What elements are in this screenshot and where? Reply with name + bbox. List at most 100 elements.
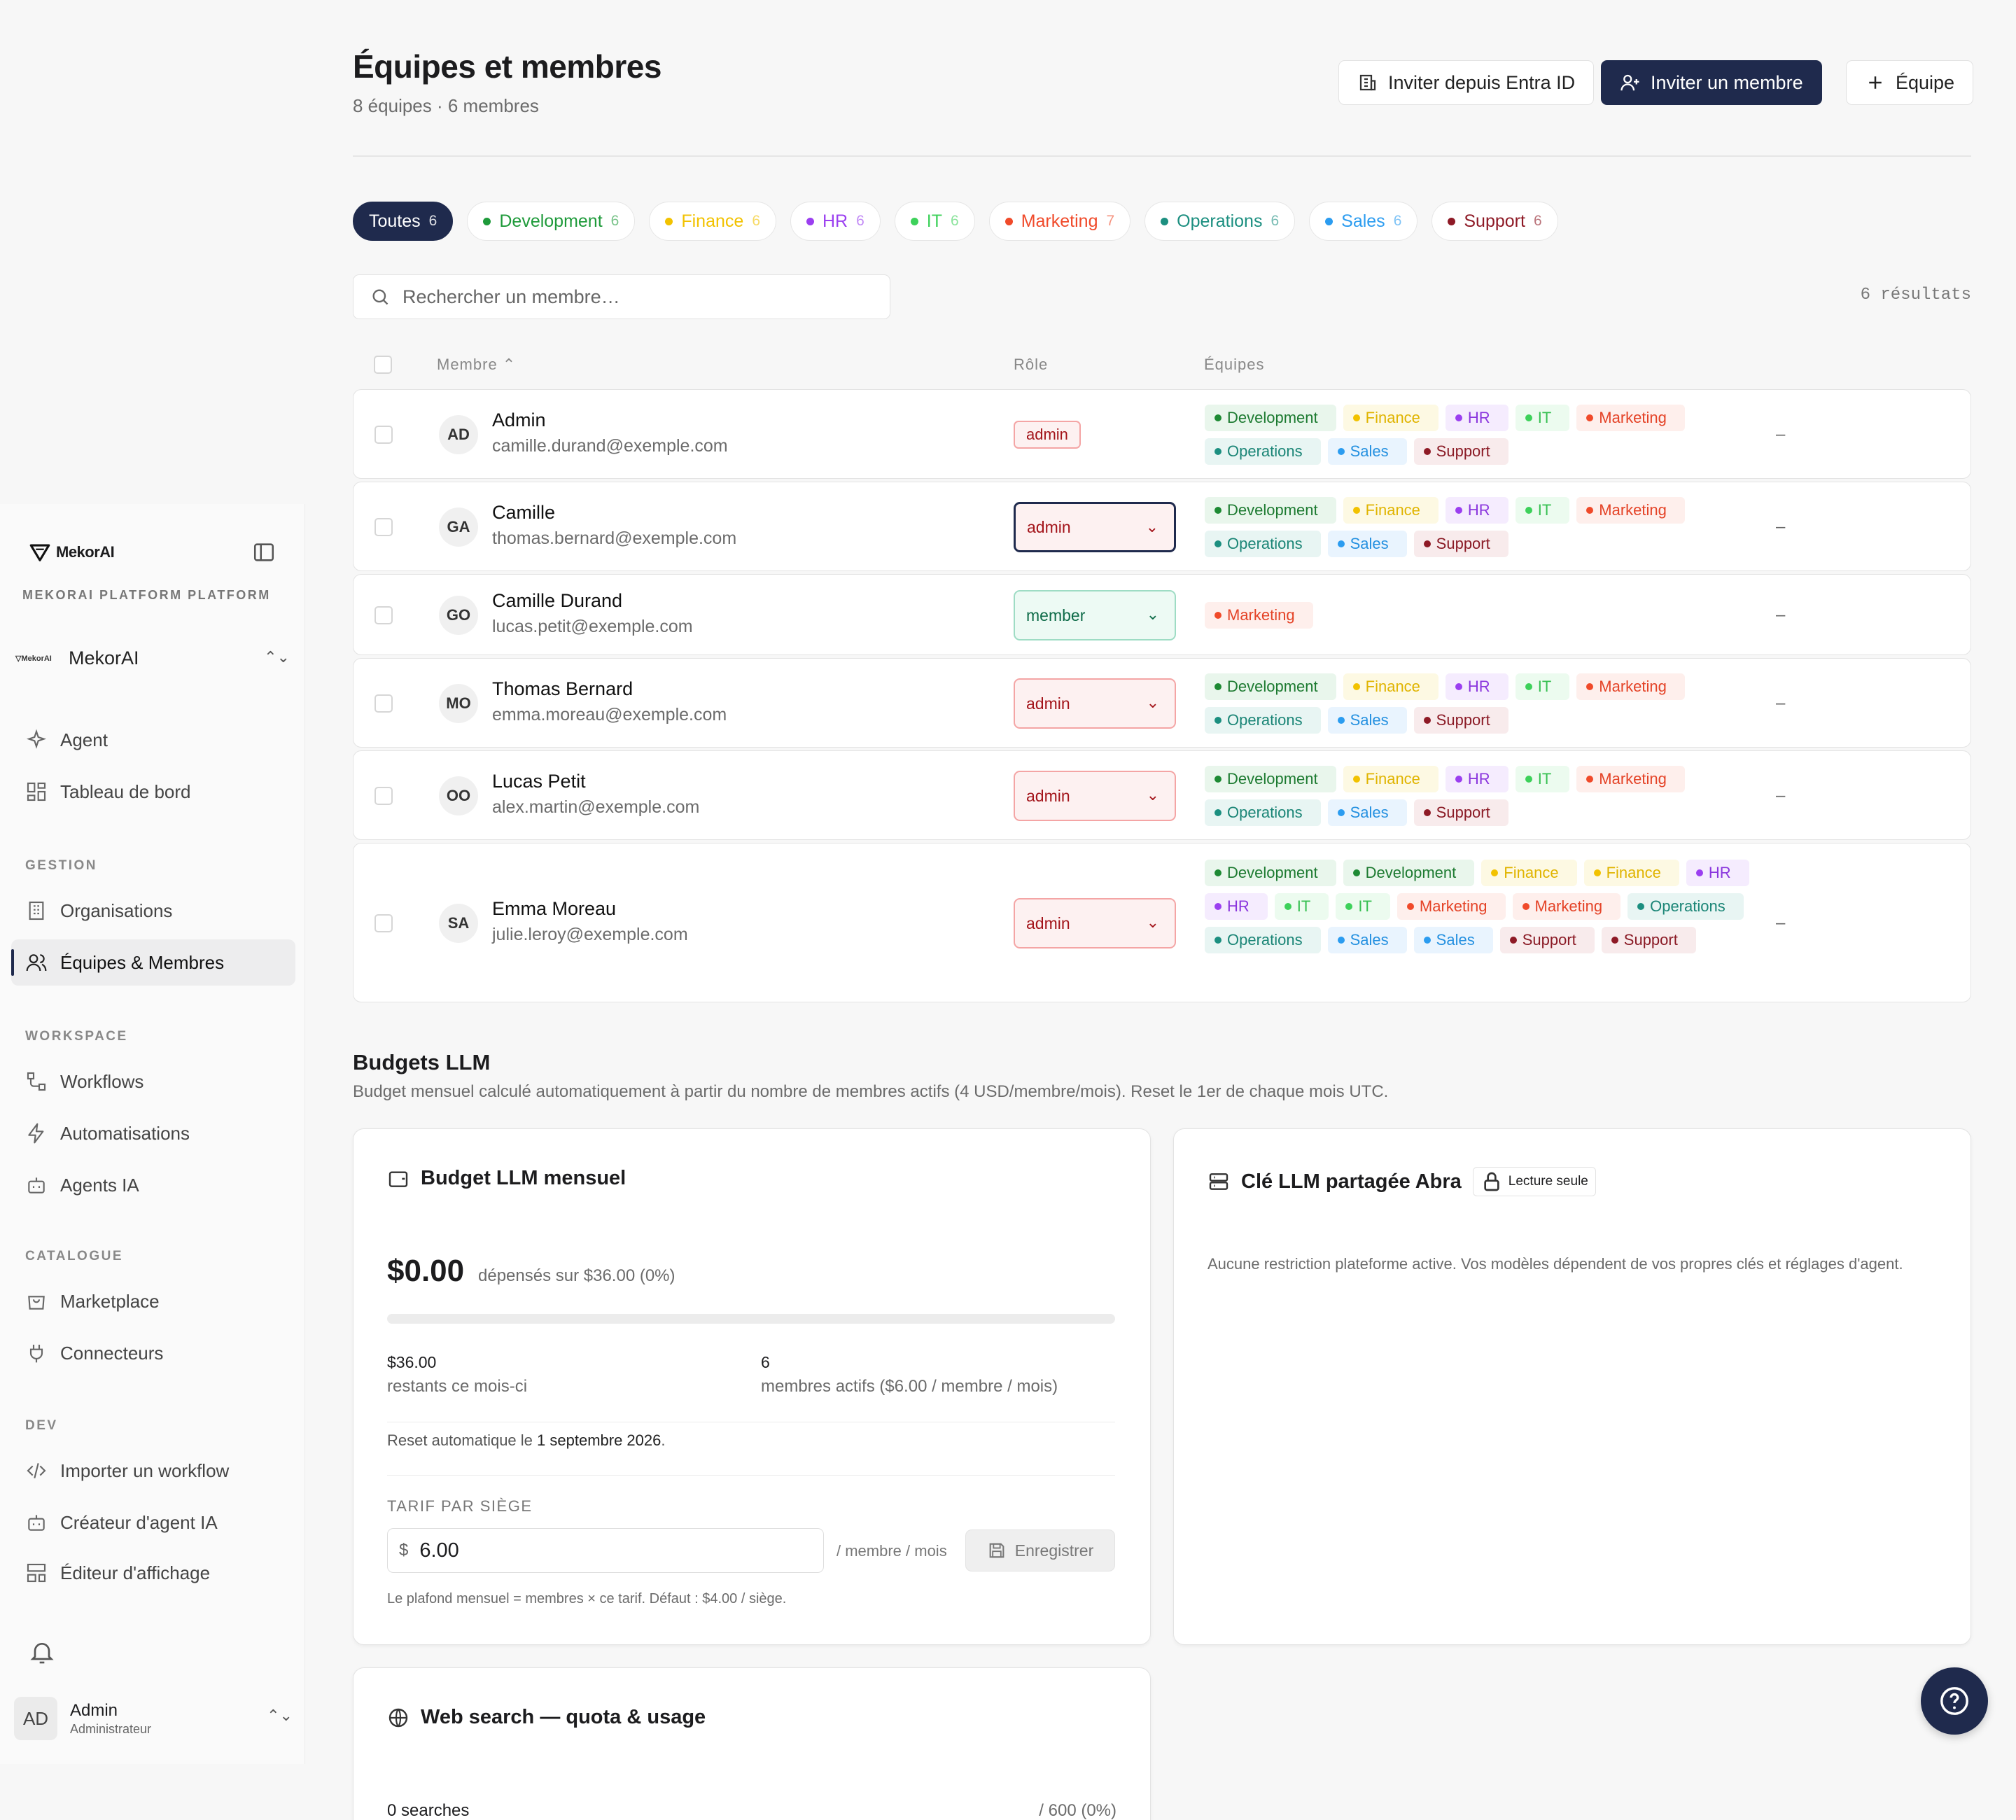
- team-tag: HR: [1205, 893, 1268, 920]
- member-email: thomas.bernard@exemple.com: [492, 528, 737, 548]
- table-row: GA Camille thomas.bernard@exemple.com admin…: [353, 482, 1971, 571]
- nav-teams-members[interactable]: Équipes & Membres: [11, 939, 295, 986]
- filter-chip-development[interactable]: Development 6: [467, 202, 636, 241]
- team-tag: Finance: [1343, 766, 1438, 792]
- filter-chip-finance[interactable]: Finance 6: [649, 202, 776, 241]
- nav-connectors[interactable]: Connecteurs: [11, 1330, 295, 1376]
- team-tag: Marketing: [1396, 893, 1506, 920]
- member-email: emma.moreau@exemple.com: [492, 705, 727, 724]
- nav-label: Organisations: [60, 899, 173, 921]
- divider: [353, 155, 1971, 157]
- nav-dashboard[interactable]: Tableau de bord: [11, 769, 295, 815]
- team-tag: Marketing: [1576, 497, 1685, 524]
- dot-icon: [1525, 414, 1532, 421]
- section-catalogue: CATALOGUE: [25, 1249, 124, 1264]
- member-name: Camille Durand: [492, 590, 623, 611]
- dot-icon: [1214, 903, 1222, 910]
- team-tag: Marketing: [1205, 602, 1313, 629]
- nav-agent[interactable]: Agent: [11, 717, 295, 763]
- filter-chip-support[interactable]: Support 6: [1432, 202, 1558, 241]
- section-workspace: WORKSPACE: [25, 1029, 128, 1044]
- role-select[interactable]: admin ⌄: [1014, 502, 1176, 552]
- hint-text: Le plafond mensuel = membres × ce tarif.…: [387, 1591, 787, 1606]
- bell-icon[interactable]: [28, 1638, 56, 1666]
- team-tag: IT: [1336, 893, 1390, 920]
- row-checkbox[interactable]: [374, 518, 393, 536]
- seat-price-input[interactable]: $ 6.00: [387, 1528, 824, 1573]
- add-team-button[interactable]: Équipe: [1846, 60, 1974, 105]
- role-select[interactable]: admin ⌄: [1014, 678, 1176, 729]
- chip-label: Support: [1464, 211, 1525, 231]
- layout-icon: [27, 1563, 46, 1583]
- filter-chip-hr[interactable]: HR 6: [790, 202, 881, 241]
- org-switcher[interactable]: ▽MekorAI MekorAI ⌃⌄: [13, 637, 293, 679]
- filter-chip-marketing[interactable]: Marketing 7: [988, 202, 1131, 241]
- row-checkbox[interactable]: [374, 426, 393, 444]
- filter-chip-sales[interactable]: Sales 6: [1309, 202, 1418, 241]
- nav-automations[interactable]: Automatisations: [11, 1110, 295, 1156]
- row-checkbox[interactable]: [374, 694, 393, 713]
- row-checkbox[interactable]: [374, 787, 393, 805]
- dot-icon: [910, 217, 918, 225]
- user-role: Administrateur: [70, 1721, 152, 1736]
- nav-marketplace[interactable]: Marketplace: [11, 1278, 295, 1324]
- dot-icon: [1423, 937, 1431, 944]
- nav-agent-builder[interactable]: Créateur d'agent IA: [11, 1499, 295, 1546]
- section-dev: DEV: [25, 1418, 58, 1433]
- filter-chip-it[interactable]: IT 6: [894, 202, 975, 241]
- sidebar-toggle-icon[interactable]: [252, 540, 276, 564]
- role-select[interactable]: admin ⌄: [1014, 771, 1176, 821]
- chip-count: 7: [1106, 213, 1115, 229]
- dot-icon: [1214, 612, 1222, 619]
- row-checkbox[interactable]: [374, 914, 393, 932]
- invite-member-button[interactable]: Inviter un membre: [1601, 60, 1822, 105]
- invite-entra-button[interactable]: Inviter depuis Entra ID: [1338, 60, 1595, 105]
- nav-ai-agents[interactable]: Agents IA: [11, 1162, 295, 1208]
- chip-count: 6: [856, 213, 864, 229]
- chip-count: 6: [610, 213, 620, 229]
- help-button[interactable]: [1921, 1667, 1988, 1735]
- dot-icon: [1611, 937, 1618, 944]
- select-all-checkbox[interactable]: [374, 356, 392, 374]
- table-row: AD Admin camille.durand@exemple.com admin De…: [353, 389, 1971, 479]
- nav-import-workflow[interactable]: Importer un workflow: [11, 1448, 295, 1494]
- dot-icon: [1637, 903, 1645, 910]
- dot-icon: [1491, 869, 1499, 876]
- team-tag: IT: [1515, 497, 1570, 524]
- nav-label: Équipes & Membres: [60, 951, 225, 973]
- dot-icon: [1214, 776, 1222, 783]
- member-name: Admin: [492, 410, 546, 430]
- user-menu[interactable]: AD Admin Administrateur ⌃⌄: [11, 1687, 295, 1750]
- row-extra: –: [1776, 517, 1786, 536]
- dot-icon: [1214, 683, 1222, 690]
- row-extra: –: [1776, 425, 1786, 444]
- dot-icon: [1352, 869, 1360, 876]
- col-member[interactable]: Membre ⌃: [437, 356, 517, 373]
- dot-icon: [1352, 414, 1360, 421]
- divider: [387, 1475, 1115, 1476]
- row-checkbox[interactable]: [374, 606, 393, 624]
- search-input[interactable]: Rechercher un membre…: [353, 274, 890, 319]
- role-select[interactable]: admin ⌄: [1014, 898, 1176, 948]
- role-select[interactable]: member ⌄: [1014, 590, 1176, 640]
- team-tag: Operations: [1628, 893, 1744, 920]
- chevron-updown-icon: ⌃⌄: [267, 1707, 293, 1724]
- sparkle-icon: [26, 729, 47, 749]
- filter-chip-operations[interactable]: Operations 6: [1144, 202, 1296, 241]
- platform-label: MEKORAI PLATFORM PLATFORM: [22, 588, 271, 602]
- brand-logo[interactable]: MekorAI: [28, 540, 115, 564]
- dot-icon: [1214, 448, 1222, 455]
- unit-label: / membre / mois: [836, 1542, 947, 1560]
- dot-icon: [1214, 937, 1222, 944]
- wallet-icon: [388, 1170, 408, 1187]
- card-title: Web search — quota & usage: [387, 1706, 706, 1729]
- reset-info: Reset automatique le 1 septembre 2026.: [387, 1432, 666, 1449]
- row-extra: –: [1776, 606, 1786, 624]
- team-tag: Operations: [1205, 707, 1321, 734]
- nav-organisations[interactable]: Organisations: [11, 888, 295, 934]
- save-button[interactable]: Enregistrer: [965, 1530, 1115, 1572]
- nav-workflows[interactable]: Workflows: [11, 1058, 295, 1105]
- filter-chip-toutes[interactable]: Toutes 6: [353, 202, 454, 241]
- nav-display-editor[interactable]: Éditeur d'affichage: [11, 1550, 295, 1596]
- team-tag: IT: [1515, 766, 1570, 792]
